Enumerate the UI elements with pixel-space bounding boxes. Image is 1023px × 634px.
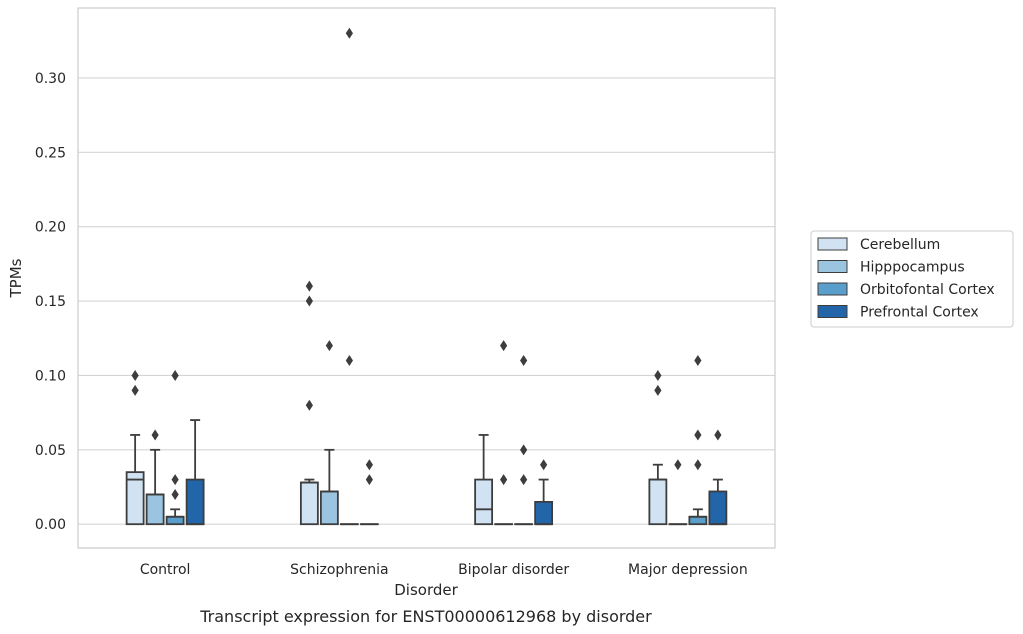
x-tick-label: Bipolar disorder <box>458 562 569 578</box>
x-axis-ticks: Control Schizophrenia Bipolar disorder Majo… <box>140 562 748 578</box>
outlier-point <box>520 355 528 367</box>
series-hipppocampus <box>145 340 688 526</box>
legend-swatch <box>817 237 848 251</box>
outlier-point <box>151 429 159 441</box>
outlier-point <box>171 474 179 486</box>
outlier-point <box>171 369 179 381</box>
outlier-point <box>345 27 353 39</box>
box <box>185 478 205 526</box>
outlier-point <box>365 474 373 486</box>
outlier-point <box>305 295 313 307</box>
outlier-point <box>131 369 139 381</box>
box <box>688 515 708 526</box>
series-prefrontal-cortex <box>185 419 728 526</box>
legend-label: Orbitofontal Cortex <box>860 282 995 298</box>
gridlines <box>78 77 775 525</box>
outlier-point <box>365 459 373 471</box>
legend-label: Hipppocampus <box>860 260 965 276</box>
outlier-point <box>305 280 313 292</box>
y-tick-label: 0.25 <box>35 145 66 161</box>
y-tick-label: 0.05 <box>35 443 66 459</box>
legend-label: Cerebellum <box>860 237 940 253</box>
x-axis-label: Disorder <box>394 581 458 599</box>
y-axis-ticks: 0.00 0.05 0.10 0.15 0.20 0.25 0.30 <box>35 71 66 533</box>
box <box>648 478 668 526</box>
legend-swatch <box>817 305 848 318</box>
box <box>299 481 319 526</box>
x-tick-label: Control <box>140 562 191 578</box>
series-orbitofontal-cortex <box>165 27 708 526</box>
x-tick-label: Major depression <box>628 562 748 578</box>
y-tick-label: 0.30 <box>35 71 66 87</box>
box-series <box>125 27 728 526</box>
outlier-point <box>345 355 353 367</box>
y-tick-label: 0.15 <box>35 294 66 310</box>
chart-caption: Transcript expression for ENST0000061296… <box>199 607 652 626</box>
outlier-point <box>171 488 179 500</box>
y-axis-label: TPMs <box>7 258 25 298</box>
box <box>534 500 554 526</box>
legend-frame <box>810 230 1014 328</box>
outlier-point <box>500 340 508 352</box>
outlier-point <box>674 459 682 471</box>
box <box>708 490 728 526</box>
y-tick-label: 0.20 <box>35 220 66 236</box>
outlier-point <box>500 474 508 486</box>
box <box>145 493 165 526</box>
series-cerebellum <box>125 280 668 526</box>
outlier-point <box>694 429 702 441</box>
outlier-point <box>305 399 313 411</box>
outlier-point <box>131 384 139 396</box>
outlier-point <box>654 369 662 381</box>
outlier-point <box>654 384 662 396</box>
legend-swatch <box>817 260 848 273</box>
box <box>165 515 185 526</box>
box <box>125 471 145 526</box>
outlier-point <box>540 459 548 471</box>
box <box>319 490 339 526</box>
outlier-point <box>694 355 702 367</box>
legend-swatch <box>817 282 848 296</box>
outlier-point <box>520 474 528 486</box>
legend: Cerebellum Hipppocampus Orbitofontal Corte… <box>810 230 1014 328</box>
legend-label: Prefrontal Cortex <box>860 305 979 321</box>
x-tick-label: Schizophrenia <box>290 562 388 578</box>
y-tick-label: 0.10 <box>35 368 66 384</box>
outlier-point <box>694 459 702 471</box>
y-tick-label: 0.00 <box>35 517 66 533</box>
outlier-point <box>325 340 333 352</box>
box <box>474 478 494 526</box>
outlier-point <box>714 429 722 441</box>
plot-frame <box>77 7 776 549</box>
outlier-point <box>520 444 528 456</box>
